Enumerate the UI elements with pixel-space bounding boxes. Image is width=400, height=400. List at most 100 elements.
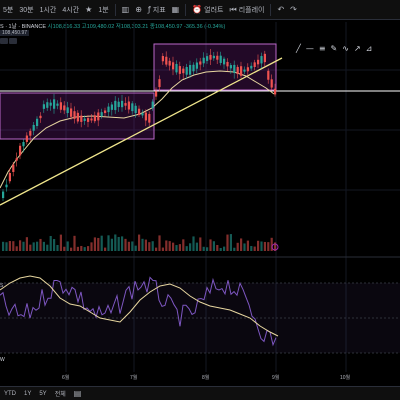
replay-button[interactable]: ⏮ 리플레이 (227, 5, 268, 15)
candle-body (70, 108, 73, 117)
volume-bar (250, 245, 253, 251)
volume-bar (209, 239, 212, 251)
volume-settings-icon[interactable] (271, 243, 279, 251)
candlesticks[interactable] (2, 49, 277, 202)
candle-body (158, 79, 161, 88)
candle-body (53, 99, 56, 109)
templates-button[interactable]: ▦ (169, 4, 183, 14)
candle-body (243, 69, 246, 72)
timeframe-1h[interactable]: 1시간 (39, 6, 57, 14)
candle-body (165, 56, 168, 65)
timeframe-4h[interactable]: 4시간 (62, 6, 80, 14)
legend-settings-button[interactable] (9, 38, 17, 44)
volume-bar (243, 243, 246, 251)
compare-button[interactable]: ⊕ (132, 4, 145, 14)
candle-body (141, 113, 144, 116)
candle-body (260, 56, 263, 64)
volume-bar (182, 239, 185, 251)
symbol-name[interactable]: S · 1날 · BINANCE (0, 24, 47, 30)
volume-bar (192, 236, 195, 251)
rsi-ma-line[interactable] (0, 275, 279, 337)
volume-bar (121, 236, 124, 251)
x-axis-label: 8월 (202, 375, 210, 381)
indicators-button[interactable]: ƒ 지표 (145, 5, 169, 15)
ohlc-values: 시108,816.33 고109,480.02 저108,303.21 종108… (47, 24, 226, 30)
timeframe-30m[interactable]: 30분 (19, 6, 34, 14)
volume-bar (263, 241, 266, 251)
candle-body (87, 118, 90, 122)
candle-body (209, 54, 212, 60)
range-all[interactable]: 전체 (54, 392, 66, 398)
undo-button[interactable]: ↶ (274, 5, 287, 14)
volume-bar (226, 234, 229, 251)
replay-label: 리플레이 (238, 6, 265, 14)
candle-body (168, 60, 171, 66)
candle-body (189, 65, 192, 75)
candle-body (76, 112, 79, 122)
candle-body (138, 108, 141, 115)
candle-body (182, 68, 185, 74)
volume-bar (212, 241, 215, 251)
volume-bar (117, 236, 120, 251)
candle-body (253, 62, 256, 67)
candle-body (42, 104, 45, 109)
candle-body (117, 101, 120, 108)
favorite-star-icon[interactable]: ★ (85, 4, 93, 14)
candle-body (267, 70, 270, 80)
rsi-pane-label: S (0, 283, 4, 289)
candle-body (219, 55, 222, 63)
candle-body (206, 56, 209, 61)
candle-body (226, 61, 229, 67)
x-axis-label: 10월 (340, 375, 351, 381)
horizontal-line-tool-icon[interactable]: — (305, 44, 314, 53)
hide-legend-button[interactable] (0, 38, 8, 44)
volume-bar (87, 246, 90, 251)
x-axis-label: 7월 (130, 375, 138, 381)
trend-line[interactable] (0, 57, 283, 206)
volume-bar (63, 246, 66, 251)
candle-body (110, 104, 113, 110)
timeframe-1m[interactable]: 1분 (98, 6, 109, 14)
templates-icon: ▦ (171, 4, 180, 14)
range-ytd[interactable]: YTD (4, 390, 16, 397)
volume-bar (46, 244, 49, 251)
volume-bar (161, 247, 164, 251)
indicators-icon: ƒ (147, 4, 151, 14)
rsi-line[interactable] (0, 276, 277, 347)
volume-bar (168, 241, 171, 251)
volume-bar (158, 235, 161, 251)
chart-type-button[interactable]: ▥ (119, 5, 133, 14)
divider (185, 3, 187, 16)
candle-body (270, 79, 273, 88)
compare-plus-icon: ⊕ (135, 4, 142, 14)
fib-tool-icon[interactable]: ≡ (318, 44, 326, 53)
volume-bar (236, 242, 239, 251)
range-1y[interactable]: 1Y (24, 390, 32, 397)
volume-bar (49, 235, 52, 251)
volume-bar (267, 242, 270, 251)
trendline-tool-icon[interactable]: ╱ (296, 44, 301, 53)
divider (114, 3, 116, 16)
range-5y[interactable]: 5Y (39, 390, 47, 397)
arrow-tool-icon[interactable]: ↗ (353, 44, 361, 53)
ruler-tool-icon[interactable]: ⊿ (365, 44, 373, 53)
volume-bar (56, 244, 59, 251)
calendar-icon[interactable]: ▤ (73, 388, 82, 398)
candle-body (223, 58, 226, 65)
candle-body (2, 191, 5, 199)
redo-button[interactable]: ↷ (287, 5, 300, 14)
candle-body (66, 107, 69, 114)
alert-button[interactable]: ⏰ 얼러트 (189, 5, 226, 15)
volume-bar (253, 246, 256, 251)
timeframe-5m[interactable]: 5분 (3, 6, 14, 14)
pattern-tool-icon[interactable]: ∿ (342, 44, 349, 53)
volume-bar (189, 243, 192, 251)
brush-tool-icon[interactable]: ✎ (330, 44, 338, 53)
volume-bar (66, 241, 69, 251)
replay-icon: ⏮ (229, 4, 237, 14)
bottom-pane-label: W (0, 357, 5, 363)
rsi-levels (0, 282, 400, 354)
volume-bar (124, 238, 127, 251)
volume-bar (151, 241, 154, 251)
